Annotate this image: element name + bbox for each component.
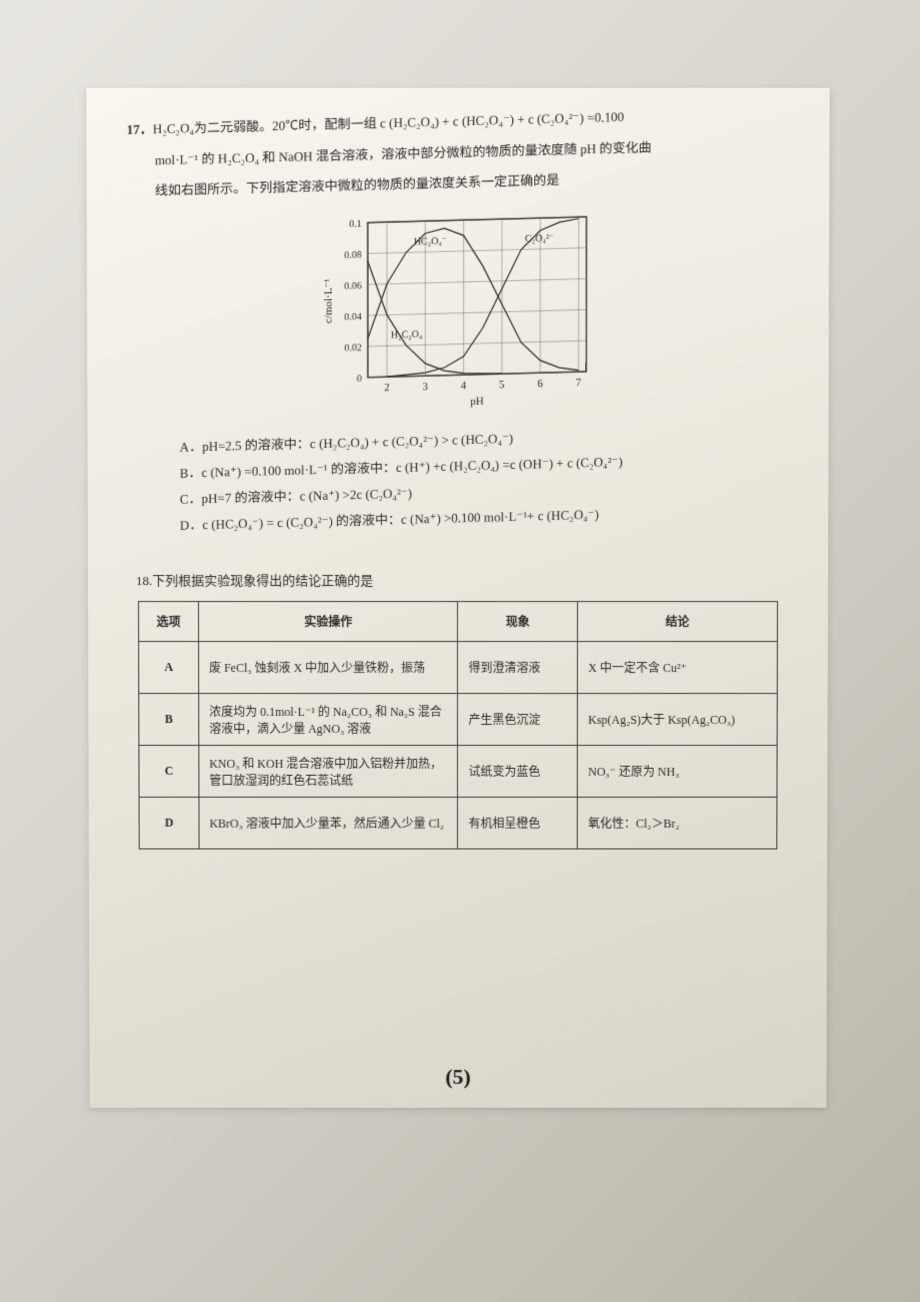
cell-observation: 试纸变为蓝色 (458, 745, 578, 797)
q17-chart: 2 3 4 5 6 7 0 0.02 0.04 0.06 0.08 0.1 pH c/mol·L⁻¹ H₂C… (318, 204, 599, 412)
cell-operation: 浓度均为 0.1mol·L⁻¹ 的 Na₂CO₃ 和 Na₂S 混合溶液中，滴入… (199, 693, 458, 745)
svg-text:C₂O₄²⁻: C₂O₄²⁻ (525, 233, 554, 245)
svg-text:0: 0 (357, 374, 362, 385)
cell-observation: 有机相呈橙色 (458, 797, 578, 849)
cell-option: B (139, 693, 199, 745)
svg-text:5: 5 (499, 379, 505, 391)
cell-observation: 产生黑色沉淀 (458, 693, 578, 745)
cell-option: A (139, 642, 199, 694)
table-row: CKNO₃ 和 KOH 混合溶液中加入铝粉并加热，管口放湿润的红色石蕊试纸试纸变… (139, 745, 777, 797)
svg-text:4: 4 (461, 380, 467, 392)
cell-conclusion: 氧化性：Cl₂＞Br₂ (577, 797, 776, 849)
cell-conclusion: Ksp(Ag₂S)大于 Ksp(Ag₂CO₃) (578, 693, 778, 745)
svg-text:0.08: 0.08 (344, 250, 362, 262)
q17-text1: H₂C₂O₄为二元弱酸。20℃时，配制一组 c (H₂C₂O₄) + c (HC… (153, 109, 624, 137)
svg-text:c/mol·L⁻¹: c/mol·L⁻¹ (323, 279, 335, 324)
cell-conclusion: NO₃⁻ 还原为 NH₃ (578, 745, 778, 797)
table-row: DKBrO₃ 溶液中加入少量苯，然后通入少量 Cl₂有机相呈橙色氧化性：Cl₂＞… (139, 797, 777, 849)
svg-text:3: 3 (423, 381, 429, 393)
svg-text:0.06: 0.06 (344, 281, 362, 292)
cell-operation: 废 FeCl₃ 蚀刻液 X 中加入少量铁粉，振荡 (199, 642, 458, 694)
q18-title: 18.下列根据实验现象得出的结论正确的是 (136, 570, 788, 589)
chart-svg: 2 3 4 5 6 7 0 0.02 0.04 0.06 0.08 0.1 pH c/mol·L⁻¹ H₂C… (318, 204, 599, 412)
cell-option: C (139, 745, 199, 797)
th-option: 选项 (139, 602, 199, 642)
svg-text:7: 7 (576, 377, 582, 389)
cell-operation: KNO₃ 和 KOH 混合溶液中加入铝粉并加热，管口放湿润的红色石蕊试纸 (199, 745, 458, 797)
svg-text:0.02: 0.02 (344, 343, 362, 354)
svg-text:2: 2 (384, 382, 390, 394)
th-operation: 实验操作 (198, 602, 458, 642)
table-header-row: 选项 实验操作 现象 结论 (139, 602, 778, 642)
th-conclusion: 结论 (578, 602, 778, 642)
cell-option: D (139, 797, 199, 849)
svg-text:0.1: 0.1 (349, 219, 362, 230)
th-observation: 现象 (458, 602, 578, 642)
q17-options: A．pH=2.5 的溶液中：c (H₂C₂O₄) + c (C₂O₄²⁻) > … (128, 419, 789, 541)
q17-block: 17．H₂C₂O₄为二元弱酸。20℃时，配制一组 c (H₂C₂O₄) + c … (127, 101, 790, 540)
svg-text:H₂C₂O₄: H₂C₂O₄ (391, 329, 423, 341)
svg-text:0.04: 0.04 (344, 312, 362, 323)
page-content: 17．H₂C₂O₄为二元弱酸。20℃时，配制一组 c (H₂C₂O₄) + c … (86, 88, 829, 1108)
svg-text:pH: pH (470, 395, 484, 407)
page-number: (5) (89, 1064, 826, 1090)
table-row: A废 FeCl₃ 蚀刻液 X 中加入少量铁粉，振荡得到澄清溶液X 中一定不含 C… (139, 642, 778, 694)
q18-table: 选项 实验操作 现象 结论 A废 FeCl₃ 蚀刻液 X 中加入少量铁粉，振荡得… (138, 601, 778, 849)
svg-text:6: 6 (537, 378, 543, 390)
table-row: B浓度均为 0.1mol·L⁻¹ 的 Na₂CO₃ 和 Na₂S 混合溶液中，滴… (139, 693, 777, 745)
cell-conclusion: X 中一定不含 Cu²⁺ (578, 642, 778, 694)
cell-observation: 得到澄清溶液 (458, 642, 578, 694)
svg-text:HC₂O₄⁻: HC₂O₄⁻ (414, 236, 447, 248)
cell-operation: KBrO₃ 溶液中加入少量苯，然后通入少量 Cl₂ (199, 797, 458, 849)
q17-number: 17． (127, 121, 153, 137)
